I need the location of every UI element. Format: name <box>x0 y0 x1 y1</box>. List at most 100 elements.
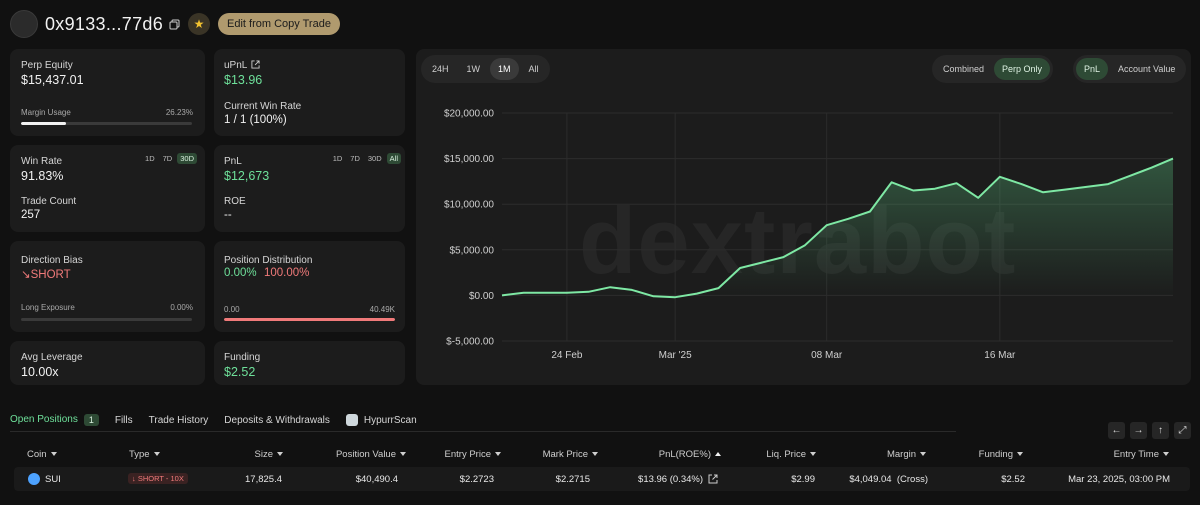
col-margin[interactable]: Margin <box>887 449 926 460</box>
cell-pnl: $13.96 (0.34%) <box>638 474 703 485</box>
col-mark-price-label: Mark Price <box>542 449 588 460</box>
sort-caret-icon <box>495 452 501 456</box>
pnl-chart-panel: 24H 1W 1M All Combined Perp Only PnL Acc… <box>416 49 1191 385</box>
cell-coin[interactable]: SUI <box>45 474 61 485</box>
pnl-period-30d[interactable]: 30D <box>367 154 382 163</box>
sort-caret-icon <box>400 452 406 456</box>
col-position-value-label: Position Value <box>335 449 396 460</box>
y-tick-label: $5,000.00 <box>450 245 495 256</box>
edit-copy-trade-button[interactable]: Edit from Copy Trade <box>218 13 340 35</box>
arrow-up-icon[interactable]: ↑ <box>1152 422 1169 439</box>
col-coin[interactable]: Coin <box>27 449 57 460</box>
y-tick-label: $20,000.00 <box>444 109 494 120</box>
current-win-rate-value: 1 / 1 (100%) <box>224 114 287 126</box>
range-selector: 24H 1W 1M All <box>421 55 550 83</box>
margin-usage-bar <box>21 122 192 125</box>
cell-funding: $2.52 <box>1001 474 1025 485</box>
col-coin-label: Coin <box>27 449 47 460</box>
col-entry-price[interactable]: Entry Price <box>445 449 501 460</box>
metric-account-value[interactable]: Account Value <box>1118 64 1176 74</box>
margin-usage-fill <box>21 122 66 125</box>
long-value: 0.00 <box>224 305 240 314</box>
sui-coin-icon <box>28 473 40 485</box>
trade-count-value: 257 <box>21 209 41 221</box>
avg-leverage-value: 10.00x <box>21 365 59 379</box>
x-tick-label: 24 Feb <box>551 350 583 361</box>
trade-count-label: Trade Count <box>21 196 77 207</box>
col-size[interactable]: Size <box>255 449 283 460</box>
upnl-card: uPnL $13.96 Current Win Rate 1 / 1 (100%… <box>214 49 405 136</box>
sort-caret-up-icon <box>715 452 721 456</box>
arrow-left-icon[interactable]: ← <box>1108 422 1125 439</box>
long-exposure-label: Long Exposure <box>21 303 75 312</box>
copy-icon[interactable] <box>168 18 180 30</box>
cell-type-badge: ↓ SHORT - 10X <box>128 473 188 484</box>
col-entry-time[interactable]: Entry Time <box>1114 449 1169 460</box>
range-all[interactable]: All <box>528 64 539 74</box>
pnl-chart[interactable]: $20,000.00 $15,000.00 $10,000.00 $5,000.00 $… <box>416 49 1191 385</box>
x-tick-label: Mar '25 <box>659 350 692 361</box>
arrow-right-icon[interactable]: → <box>1130 422 1147 439</box>
cell-entry-price: $2.2723 <box>459 474 494 485</box>
sort-caret-icon <box>810 452 816 456</box>
col-margin-label: Margin <box>886 449 916 460</box>
tab-open-positions[interactable]: Open Positions 1 <box>10 408 99 432</box>
funding-label: Funding <box>224 352 261 363</box>
avg-leverage-label: Avg Leverage <box>21 352 83 363</box>
win-rate-period-1d[interactable]: 1D <box>145 154 155 163</box>
win-rate-period-7d[interactable]: 7D <box>162 154 173 163</box>
short-fill <box>224 318 395 321</box>
col-position-value[interactable]: Position Value <box>336 449 406 460</box>
expand-icon[interactable]: ⤢ <box>1174 422 1191 439</box>
col-pnl-label: PnL(ROE%) <box>658 449 711 460</box>
pnl-period-7d[interactable]: 7D <box>350 154 360 163</box>
col-liq-price[interactable]: Liq. Price <box>766 449 816 460</box>
range-24h[interactable]: 24H <box>432 64 449 74</box>
external-link-icon[interactable] <box>251 60 260 69</box>
tab-fills[interactable]: Fills <box>114 414 133 426</box>
tab-hypurrscan-label: HypurrScan <box>363 414 417 426</box>
cell-mark-price: $2.2715 <box>555 474 590 485</box>
cell-size: 17,825.4 <box>245 474 282 485</box>
mode-combined[interactable]: Combined <box>943 64 985 74</box>
margin-usage-label: Margin Usage <box>21 108 71 117</box>
direction-bias-label: Direction Bias <box>21 255 83 266</box>
roe-value: -- <box>224 209 232 221</box>
x-tick-label: 16 Mar <box>984 350 1016 361</box>
pnl-line <box>501 157 1174 299</box>
tab-deposits-withdrawals[interactable]: Deposits & Withdrawals <box>224 414 330 426</box>
star-icon[interactable]: ★ <box>188 13 210 35</box>
tab-trade-history[interactable]: Trade History <box>148 414 209 426</box>
perp-equity-card: Perp Equity $15,437.01 Margin Usage 26.2… <box>10 49 205 136</box>
tabs-divider <box>10 431 956 432</box>
col-funding[interactable]: Funding <box>979 449 1023 460</box>
col-pnl[interactable]: PnL(ROE%) <box>659 449 721 460</box>
col-entry-time-label: Entry Time <box>1113 449 1159 460</box>
cell-entry-time: Mar 23, 2025, 03:00 PM <box>1068 474 1170 485</box>
mode-selector: Combined Perp Only <box>932 55 1054 83</box>
win-rate-period-selector: 1D 7D 30D <box>142 153 197 164</box>
external-link-icon[interactable] <box>708 474 718 484</box>
pnl-card: PnL 1D 7D 30D All $12,673 ROE -- <box>214 145 405 232</box>
col-mark-price[interactable]: Mark Price <box>543 449 598 460</box>
hypurrscan-icon <box>345 414 358 426</box>
metric-pnl[interactable]: PnL <box>1076 58 1109 80</box>
range-1w[interactable]: 1W <box>466 64 481 74</box>
range-1m[interactable]: 1M <box>490 58 519 80</box>
mode-perp-only[interactable]: Perp Only <box>994 58 1051 80</box>
col-type[interactable]: Type <box>129 449 160 460</box>
table-row[interactable] <box>14 467 1190 491</box>
position-distribution-card: Position Distribution 0.00% 100.00% 0.00… <box>214 241 405 332</box>
funding-card: Funding $2.52 <box>214 341 405 385</box>
pnl-period-1d[interactable]: 1D <box>332 154 343 163</box>
win-rate-label: Win Rate <box>21 156 63 167</box>
tab-hypurrscan[interactable]: HypurrScan <box>345 408 417 432</box>
sort-caret-icon <box>153 452 160 456</box>
win-rate-value: 91.83% <box>21 169 64 183</box>
pnl-period-all[interactable]: All <box>386 153 401 164</box>
win-rate-period-30d[interactable]: 30D <box>177 153 197 164</box>
avatar <box>10 10 38 38</box>
y-tick-label: $15,000.00 <box>444 154 494 165</box>
tab-open-positions-label: Open Positions <box>10 414 78 425</box>
perp-equity-label: Perp Equity <box>21 60 73 71</box>
